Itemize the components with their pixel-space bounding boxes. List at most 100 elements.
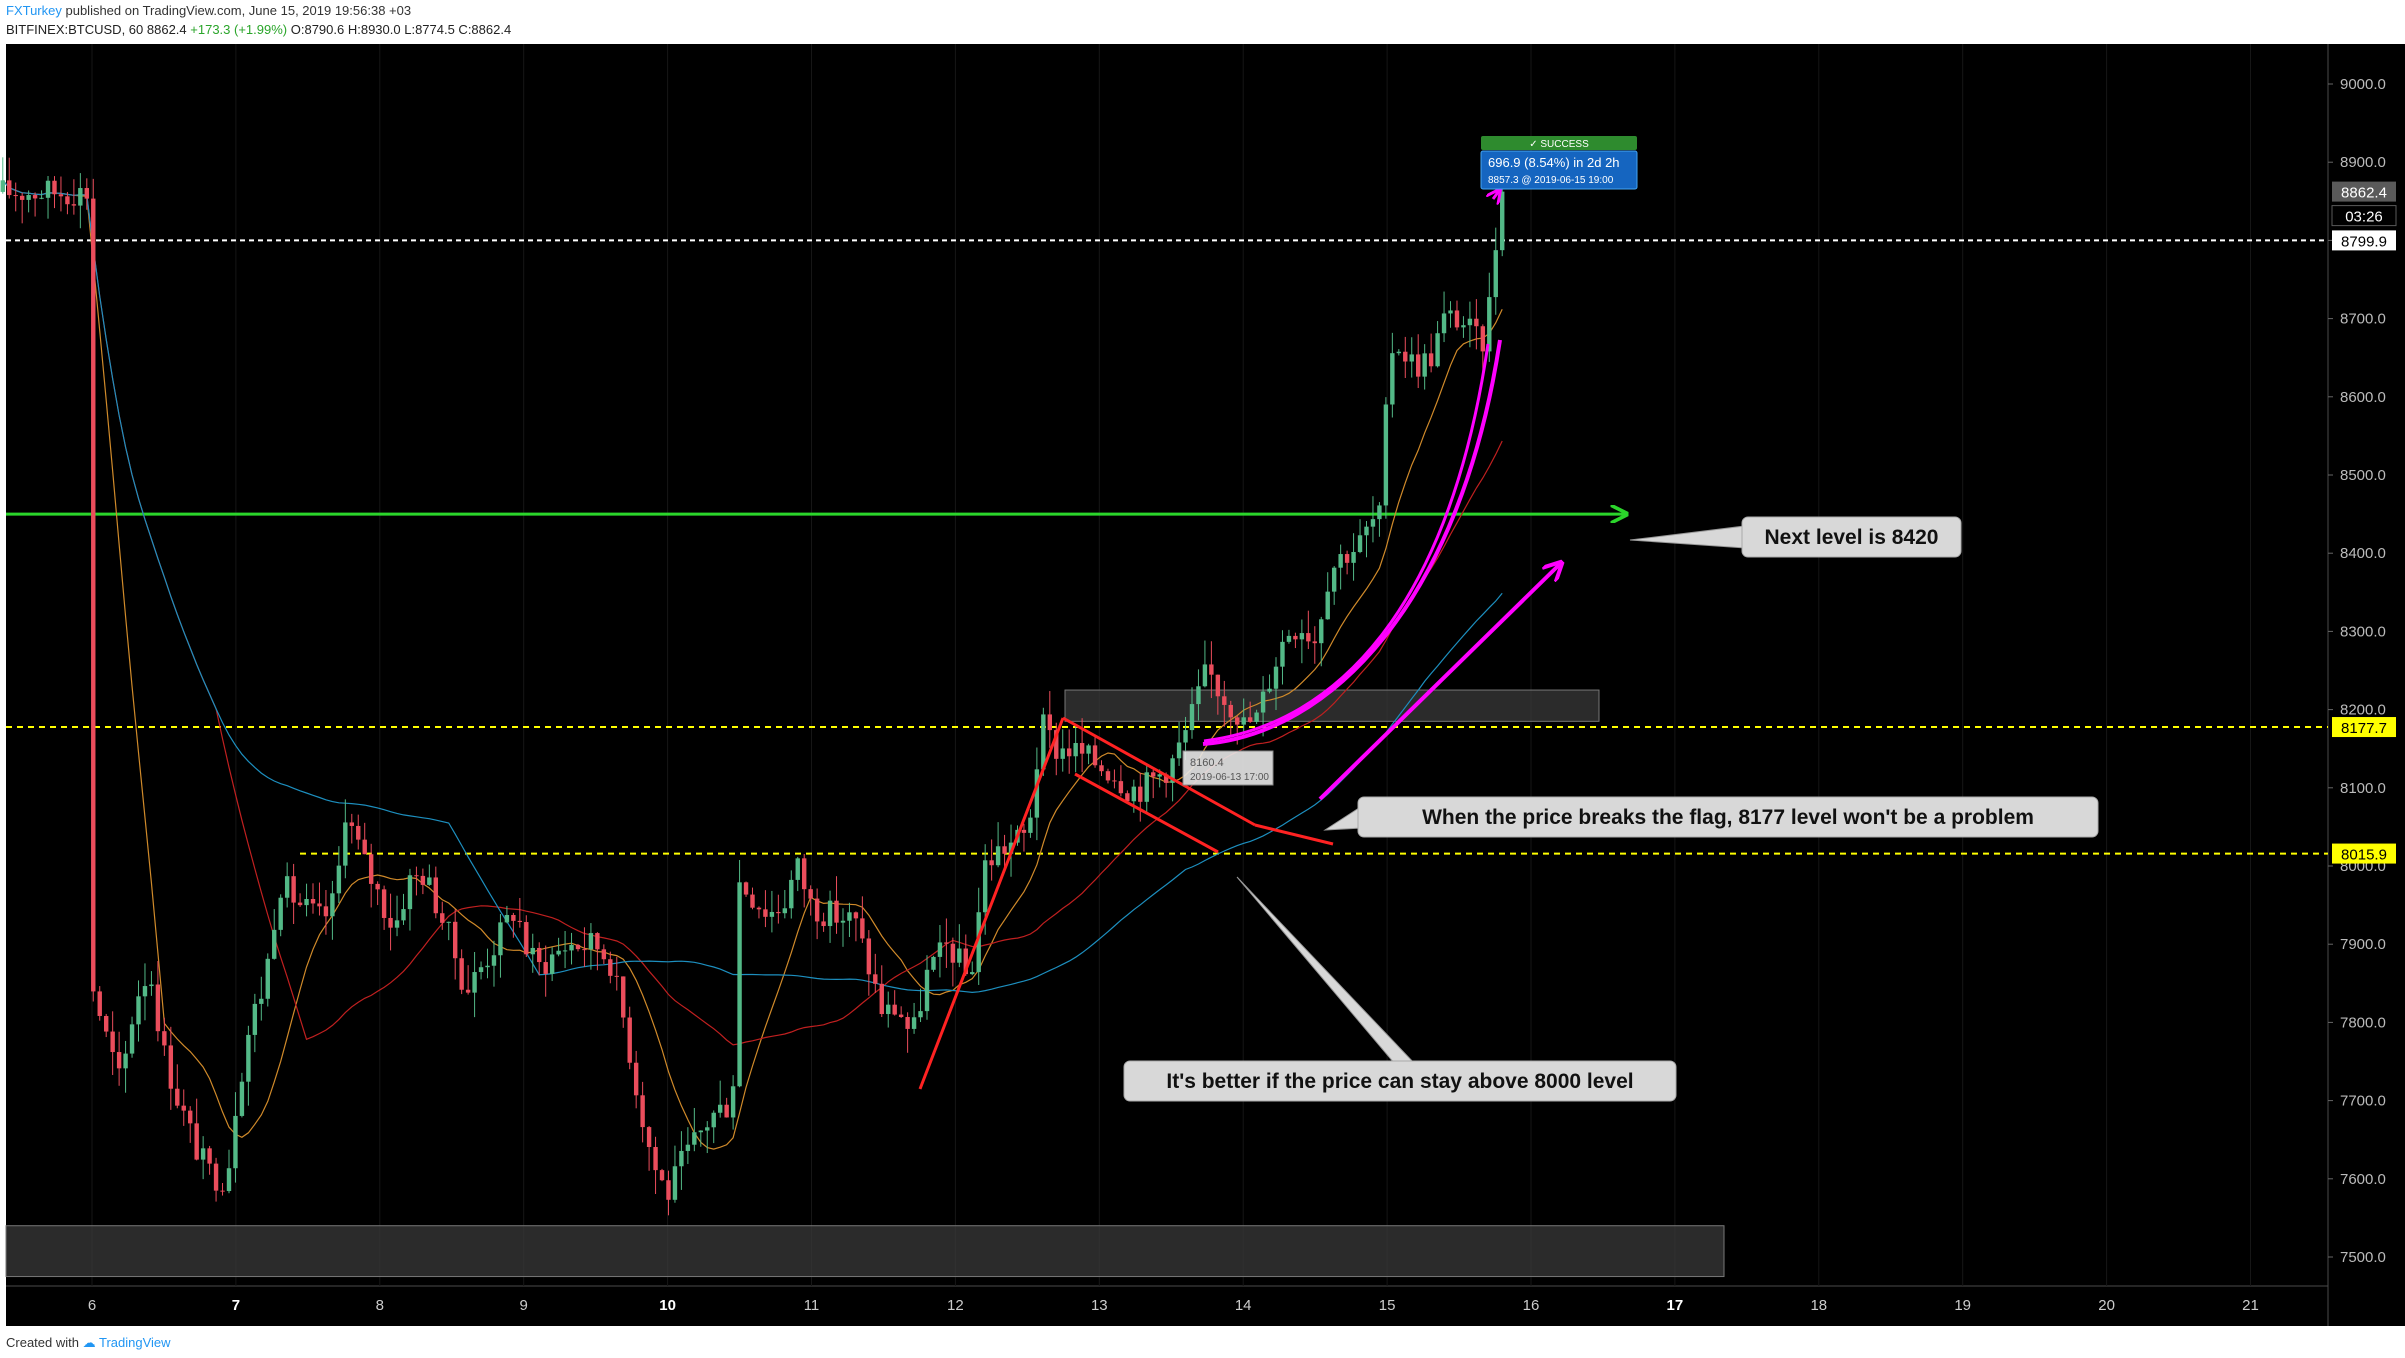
candle-body (1157, 774, 1162, 777)
candle-body (297, 902, 303, 906)
candle-body (931, 956, 936, 970)
candle-body (1008, 842, 1014, 854)
flag-pole-line (918, 717, 1065, 1090)
countdown-label: 03:26 (2345, 209, 2383, 226)
ma-fast-line (2, 180, 1503, 1150)
candle-body (491, 955, 497, 966)
resistance-callout-box (1741, 516, 1962, 558)
candle-body (1247, 717, 1253, 722)
candle-body (640, 1095, 645, 1128)
candle-body (362, 839, 367, 855)
candle-body (1196, 686, 1201, 705)
flag-pole-line (1254, 823, 1334, 846)
x-tick-label: 21 (2242, 1297, 2259, 1314)
level-8015-label: 8015.9 (2341, 847, 2387, 864)
entry-price: 8160.4 (1190, 757, 1224, 769)
candle-body (802, 858, 807, 890)
candle-body (433, 877, 439, 914)
candle-body (1467, 318, 1473, 326)
candle-body (1222, 696, 1227, 705)
candle-body (71, 204, 77, 206)
candle-body (272, 929, 277, 959)
candle-body (7, 180, 12, 196)
price-change: +173.3 (+1.99%) (190, 22, 288, 37)
candle-body (944, 942, 949, 944)
candle-body (1312, 641, 1317, 644)
x-tick-label: 7 (232, 1297, 240, 1314)
candle-body (782, 908, 788, 914)
candle-body (582, 949, 587, 951)
candle-body (401, 909, 406, 921)
candlestick-chart[interactable]: 9000.08900.08800.08700.08600.08500.08400… (0, 44, 2405, 1326)
candle-body (1286, 635, 1292, 642)
candle-body (776, 911, 781, 914)
price-axis-background (2328, 44, 2405, 1326)
ohlc-values: O:8790.6 H:8930.0 L:8774.5 C:8862.4 (290, 22, 512, 37)
candle-body (1293, 635, 1298, 640)
candle-body (705, 1127, 710, 1131)
projection-main: 696.9 (8.54%) in 2d 2h (1488, 155, 1620, 170)
candle-body (1079, 743, 1085, 754)
candle-body (1260, 691, 1266, 713)
candle-body (886, 1004, 891, 1015)
candle-body (440, 913, 445, 923)
x-tick-label: 16 (1523, 1297, 1540, 1314)
candle-body (1131, 786, 1137, 802)
candle-body (1228, 704, 1233, 718)
candle-body (1041, 714, 1046, 770)
candle-body (1002, 846, 1007, 854)
candle-body (633, 1062, 639, 1096)
candle-body (556, 950, 561, 955)
candle-body (168, 1045, 174, 1089)
candle-body (1480, 326, 1486, 352)
candle-body (116, 1052, 122, 1069)
candle-body (970, 972, 975, 975)
candle-body (91, 198, 96, 992)
candle-body (52, 180, 57, 195)
countdown-tag (2331, 205, 2397, 227)
candle-body (1267, 688, 1272, 692)
candle-body (213, 1163, 219, 1191)
x-tick-label: 11 (804, 1297, 820, 1314)
candle-body (1092, 745, 1098, 766)
y-tick-label: 8500.0 (2340, 467, 2386, 484)
candle-body (407, 875, 413, 910)
candle-body (666, 1180, 671, 1200)
candle-body (465, 989, 471, 993)
tradingview-logo-icon[interactable]: ☁ (82, 1335, 96, 1350)
candle-body (853, 912, 859, 919)
candle-body (769, 911, 775, 917)
candle-body (200, 1148, 206, 1160)
resistance-callout: Next level is 8420 (1765, 526, 1939, 549)
candle-body (524, 922, 529, 955)
level-8177-label: 8177.7 (2341, 720, 2387, 737)
candle-body (1454, 310, 1460, 328)
candle-body (646, 1127, 652, 1147)
candle-body (375, 883, 380, 890)
candle-body (627, 1017, 632, 1063)
candle-body (381, 889, 387, 918)
x-tick-label: 20 (2098, 1297, 2115, 1314)
candle-body (19, 195, 25, 200)
flag-pole-line (1062, 716, 1256, 827)
candle-body (452, 921, 458, 959)
candle-body (233, 1115, 238, 1169)
x-tick-label: 15 (1379, 1297, 1396, 1314)
candle-body (1299, 633, 1305, 640)
tradingview-brand[interactable]: TradingView (99, 1335, 171, 1350)
projection-box (1480, 150, 1638, 190)
author-link[interactable]: FXTurkey (6, 3, 62, 18)
x-tick-label: 18 (1810, 1297, 1827, 1314)
candle-body (1086, 745, 1091, 754)
candle-body (349, 822, 354, 826)
symbol-name: BITFINEX:BTCUSD, 60 (6, 22, 144, 37)
candle-body (1500, 191, 1505, 251)
candle-body (711, 1112, 716, 1128)
candle-body (420, 875, 426, 885)
candle-body (982, 860, 988, 913)
candle-body (427, 877, 432, 885)
candle-body (1144, 772, 1149, 802)
chart-header: FXTurkey published on TradingView.com, J… (0, 0, 2405, 44)
candle-body (129, 1024, 135, 1054)
x-tick-label: 17 (1667, 1297, 1684, 1314)
